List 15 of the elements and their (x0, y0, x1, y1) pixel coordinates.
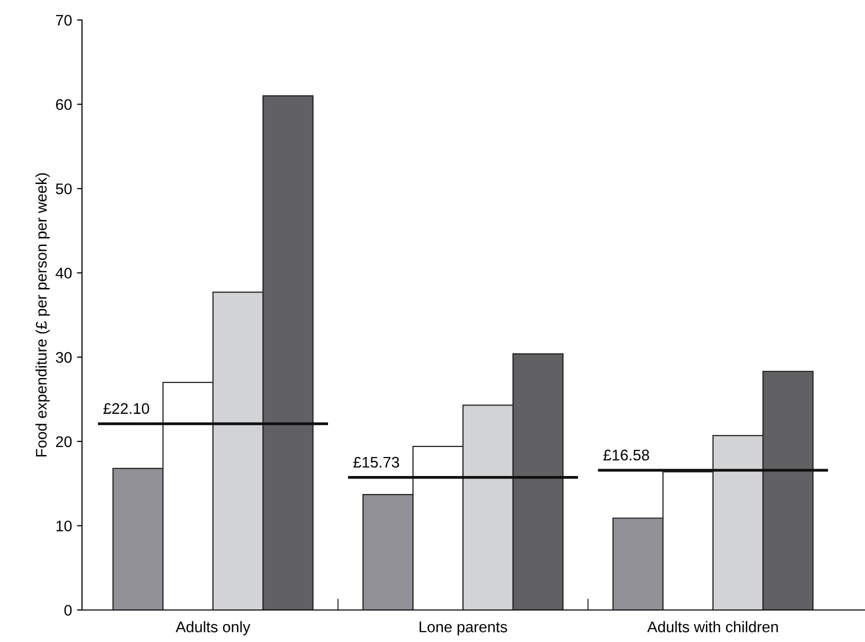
y-tick-label: 20 (56, 436, 72, 448)
y-tick-label: 10 (56, 520, 72, 532)
y-tick-label: 60 (56, 99, 72, 110)
x-tick-label: Adults only (176, 621, 250, 636)
ref-line-label: £16.58 (603, 450, 650, 460)
y-tick-label: 70 (56, 14, 72, 26)
y-tick-label: 30 (56, 352, 72, 363)
y-tick-label: 0 (64, 604, 72, 616)
x-tick-label: Lone parents (420, 622, 508, 636)
y-tick-label: 50 (56, 183, 72, 194)
y-axis-title: Food expenditure (£ per person per week) (35, 173, 50, 456)
y-tick-label: 40 (56, 268, 72, 279)
ref-line-label: £15.73 (353, 456, 400, 468)
ref-line-label: £22.10 (103, 403, 150, 414)
x-tick-label: Adults with children (647, 621, 778, 632)
